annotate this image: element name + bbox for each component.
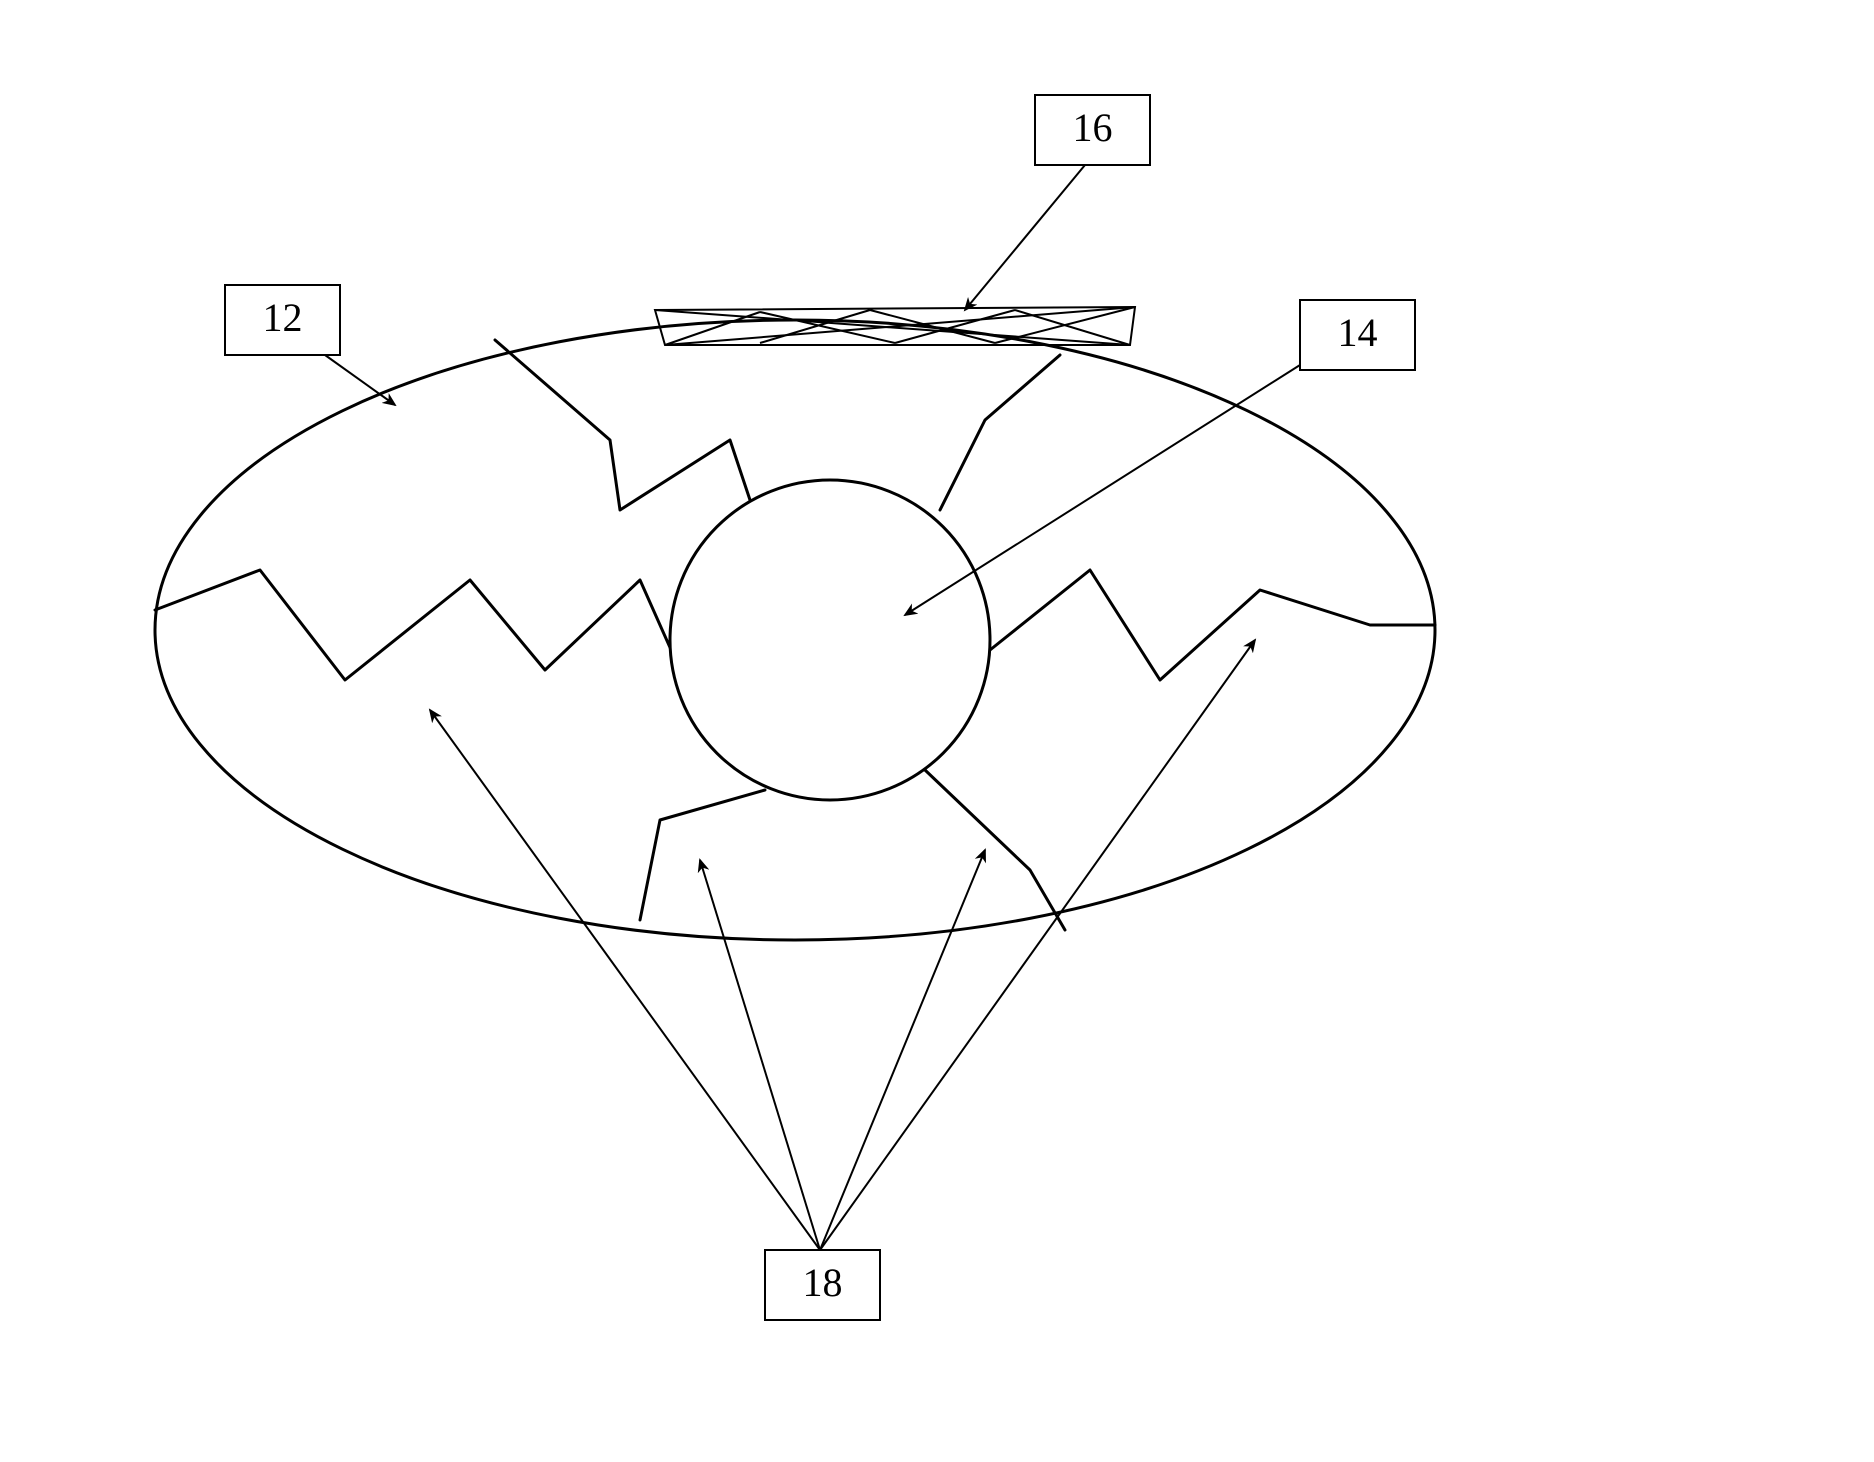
callout-arrow-12 (325, 355, 395, 405)
label-12: 12 (225, 285, 340, 355)
label-14: 14 (1300, 300, 1415, 370)
crack-line (940, 355, 1060, 510)
label-16: 16 (1035, 95, 1150, 165)
label-18: 18 (765, 1250, 880, 1320)
hatch-line (1015, 310, 1130, 345)
crack-line (155, 570, 680, 680)
hatched-strip (655, 307, 1135, 345)
label-12-text: 12 (263, 295, 303, 340)
label-18-text: 18 (803, 1260, 843, 1305)
callout-arrow-18 (700, 860, 820, 1250)
crack-line (495, 340, 760, 530)
callout-arrow-18 (820, 850, 985, 1250)
hatch-line (665, 312, 760, 345)
label-16-text: 16 (1073, 105, 1113, 150)
crack-line (990, 570, 1435, 680)
crack-line (640, 790, 765, 920)
crack-line (925, 770, 1065, 930)
callout-arrow-16 (965, 165, 1085, 310)
callout-arrow-14 (905, 365, 1300, 615)
label-14-text: 14 (1338, 310, 1378, 355)
inner-circle (670, 480, 990, 800)
